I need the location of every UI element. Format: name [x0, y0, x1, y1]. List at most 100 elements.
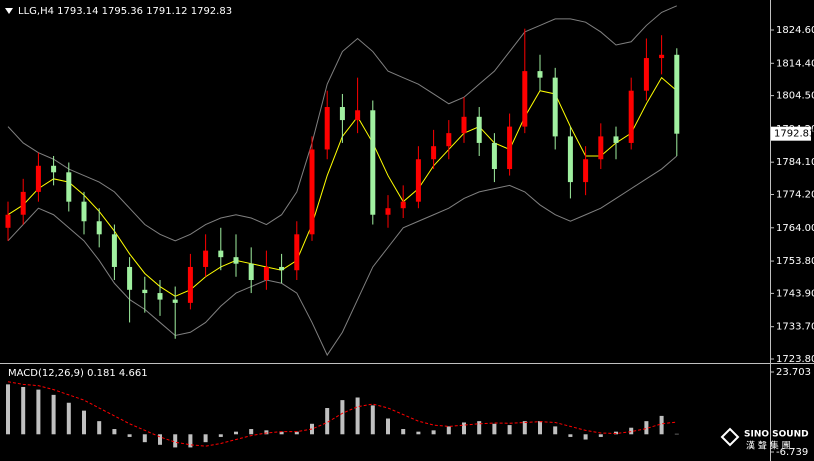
- candle-body: [522, 71, 528, 127]
- watermark: SINO SOUND 漢 聲 集 團: [720, 427, 809, 452]
- candle-body: [142, 289, 148, 294]
- macd-bar: [21, 386, 26, 435]
- macd-bar: [477, 421, 482, 435]
- candle-body: [111, 234, 117, 267]
- macd-bar: [538, 421, 542, 435]
- candle-body: [157, 293, 163, 300]
- candle-body: [233, 257, 239, 264]
- candle-body: [552, 77, 558, 137]
- macd-bar: [614, 431, 618, 435]
- chart-title: LLG,H4 1793.14 1795.36 1791.12 1792.83: [18, 6, 232, 17]
- candle-body: [66, 172, 72, 202]
- brand: SINO SOUND: [744, 430, 809, 440]
- candle-body: [187, 266, 193, 303]
- candle-body: [324, 107, 330, 150]
- macd-bar: [294, 431, 299, 435]
- y-tick-label: 1733.70: [776, 322, 814, 333]
- candle-body: [127, 266, 133, 290]
- candle-body: [461, 116, 467, 134]
- candle-body: [263, 266, 269, 281]
- candle-body: [20, 191, 26, 215]
- candle-body: [5, 214, 11, 228]
- y-tick-label: 1723.80: [776, 354, 814, 365]
- candle-body: [96, 221, 102, 235]
- brand-subtitle: 漢 聲 集 團: [746, 440, 791, 452]
- candle-body: [613, 136, 619, 143]
- macd-bar: [36, 389, 41, 435]
- macd-title: MACD(12,26,9) 0.181 4.661: [8, 368, 148, 379]
- candle-body: [400, 201, 406, 209]
- candle-body: [643, 58, 649, 91]
- y-tick-label: 1743.90: [776, 288, 814, 299]
- macd-bar: [492, 423, 497, 435]
- candle-body: [507, 126, 513, 170]
- candle-body: [583, 159, 589, 183]
- menu-arrow[interactable]: [5, 8, 13, 14]
- candle-body: [537, 71, 543, 78]
- macd-bar: [66, 402, 71, 435]
- candle-body: [491, 142, 497, 170]
- candle-body: [172, 299, 178, 303]
- y-tick-label: -6.739: [776, 447, 808, 458]
- macd-bar: [598, 434, 603, 437]
- macd-bar: [127, 434, 132, 437]
- macd-bar: [568, 434, 573, 437]
- macd-bar: [203, 434, 208, 443]
- y-tick-label: 1804.50: [776, 91, 814, 102]
- candle-body: [339, 107, 345, 121]
- macd-bar: [82, 410, 86, 435]
- candle-body: [248, 263, 254, 281]
- macd-bar: [188, 434, 193, 448]
- candle-body: [431, 146, 437, 160]
- price-tag-box: [771, 126, 811, 141]
- macd-bar: [264, 430, 269, 435]
- y-tick-label: 1753.80: [776, 256, 814, 267]
- candle-body: [628, 90, 634, 143]
- macd-bar: [158, 434, 162, 445]
- macd-bar: [6, 384, 10, 435]
- indicator-line: [7, 5, 677, 242]
- candle-body: [446, 133, 452, 147]
- macd-bar: [97, 421, 102, 435]
- y-tick-label: 1764.00: [776, 223, 814, 234]
- macd-bar: [51, 394, 56, 435]
- macd-bar: [249, 429, 254, 435]
- macd-bar: [431, 430, 436, 435]
- macd-bar: [370, 405, 375, 435]
- macd-bar: [234, 431, 238, 435]
- macd-bar: [446, 426, 451, 435]
- candle-body: [476, 116, 482, 143]
- candle-body: [567, 136, 573, 183]
- candle-body: [309, 149, 315, 235]
- macd-bar: [386, 418, 390, 435]
- macd-bar: [325, 408, 330, 435]
- y-tick-label: 1784.10: [776, 157, 814, 168]
- candle-body: [415, 159, 421, 202]
- macd-bar: [462, 422, 466, 435]
- candle-body: [35, 165, 41, 192]
- macd-bar: [507, 425, 512, 435]
- candle-body: [279, 266, 285, 271]
- y-tick-label: 1824.60: [776, 25, 814, 36]
- macd-bar: [659, 415, 664, 435]
- indicator-line: [7, 155, 678, 357]
- y-tick-label: 1814.40: [776, 58, 814, 69]
- macd-bar: [401, 429, 406, 435]
- candle-body: [203, 250, 209, 267]
- macd-bar: [173, 434, 178, 448]
- candle-body: [385, 208, 391, 215]
- macd-bar: [279, 431, 284, 435]
- macd-bar: [522, 421, 527, 435]
- macd-bar: [355, 397, 360, 435]
- macd-bar: [340, 400, 345, 435]
- macd-bar: [112, 429, 117, 435]
- indicator-line: [7, 381, 677, 447]
- candle-body: [598, 136, 604, 160]
- candle-body: [218, 250, 224, 258]
- macd-bar: [583, 434, 588, 440]
- candle-body: [355, 110, 361, 121]
- y-tick-label: 1774.20: [776, 189, 814, 200]
- macd-bar: [553, 426, 558, 435]
